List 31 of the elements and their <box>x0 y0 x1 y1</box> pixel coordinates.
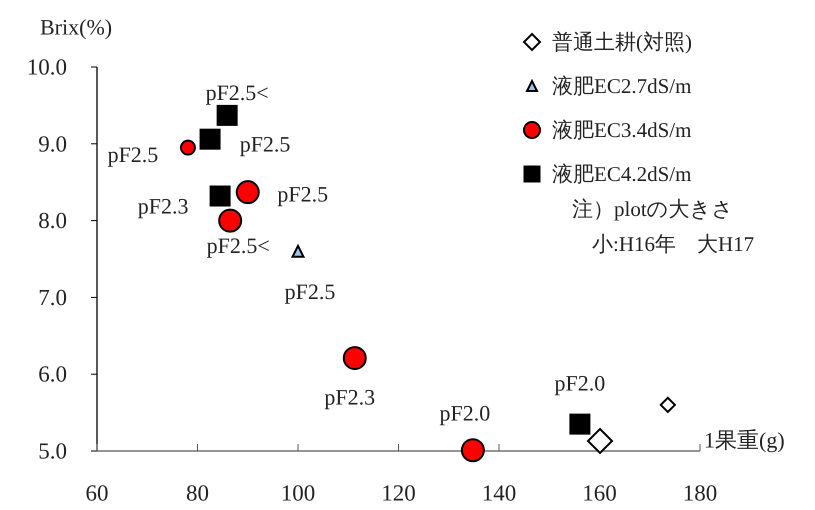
annotation: 注）plotの大きさ <box>572 197 734 221</box>
x-tick-label: 100 <box>280 480 316 506</box>
annotation: pF2.5 <box>277 182 328 207</box>
legend-label: 液肥EC2.7dS/m <box>552 74 692 98</box>
annotation: pF2.3 <box>324 384 376 410</box>
y-axis-title: Brix(%) <box>40 14 112 40</box>
annotation: pF2.0 <box>554 370 606 396</box>
annotation: pF2.0 <box>439 400 490 426</box>
annotation: pF2.5 <box>240 132 290 157</box>
annotation: pF2.5< <box>206 80 269 105</box>
legend-label: 液肥EC3.4dS/m <box>552 118 692 142</box>
x-tick-label: 140 <box>482 480 516 506</box>
y-tick-label: 10.0 <box>26 54 67 80</box>
y-tick-label: 5.0 <box>38 438 67 464</box>
annotation: pF2.5 <box>108 142 158 168</box>
y-tick-label: 6.0 <box>38 362 67 387</box>
y-tick-label: 8.0 <box>38 208 67 234</box>
annotation: pF2.3 <box>138 194 188 219</box>
annotation: pF2.5 <box>284 278 336 304</box>
legend-label: 普通土耕(対照) <box>552 30 692 54</box>
legend-label: 液肥EC4.2dS/m <box>552 162 692 186</box>
x-tick-label: 80 <box>186 480 209 506</box>
x-tick-label: 120 <box>381 480 416 506</box>
x-tick-label: 180 <box>682 480 718 506</box>
annotation: pF2.5< <box>206 233 270 258</box>
y-tick-label: 9.0 <box>38 131 67 156</box>
x-tick-label: 60 <box>86 480 108 506</box>
x-axis-title: 1果重(g) <box>704 428 785 452</box>
x-tick-label: 160 <box>582 480 617 506</box>
annotation: 小:H16年 大H17 <box>592 232 754 256</box>
y-tick-label: 7.0 <box>38 284 67 310</box>
